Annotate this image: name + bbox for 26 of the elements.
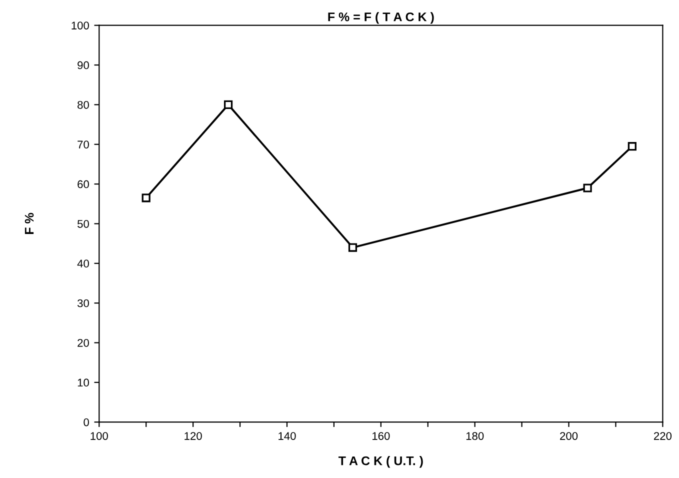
y-tick-label: 40 xyxy=(77,260,89,268)
x-tick-label: 220 xyxy=(654,432,672,440)
y-tick-label: 100 xyxy=(72,22,89,30)
y-tick-label: 80 xyxy=(78,100,89,109)
point xyxy=(224,100,233,109)
y-tick-label: 50 xyxy=(78,220,89,228)
x-tick-label: 100 xyxy=(90,432,108,440)
y-tick-label: 30 xyxy=(77,299,89,308)
y-tick-label: 0 xyxy=(84,418,89,426)
point xyxy=(142,194,150,202)
x-tick-label: 200 xyxy=(560,432,578,440)
y-tick-label: 20 xyxy=(78,338,89,347)
y-axis-title: F % xyxy=(24,212,34,234)
x-tick-label: 180 xyxy=(466,432,484,440)
chart-title: F % = F ( T A C K ) xyxy=(328,12,434,24)
y-tick-label: 10 xyxy=(78,378,89,387)
point xyxy=(628,142,636,151)
x-axis-title: T A C K ( U.T. ) xyxy=(338,456,423,468)
y-tick-label: 70 xyxy=(78,140,89,148)
y-tick-label: 90 xyxy=(78,61,89,70)
x-tick-label: 160 xyxy=(372,432,390,440)
y-tick-label: 60 xyxy=(78,180,89,188)
x-tick-label: 140 xyxy=(278,432,296,440)
x-tick-label: 120 xyxy=(184,432,202,440)
point xyxy=(348,243,358,252)
point xyxy=(583,184,592,192)
